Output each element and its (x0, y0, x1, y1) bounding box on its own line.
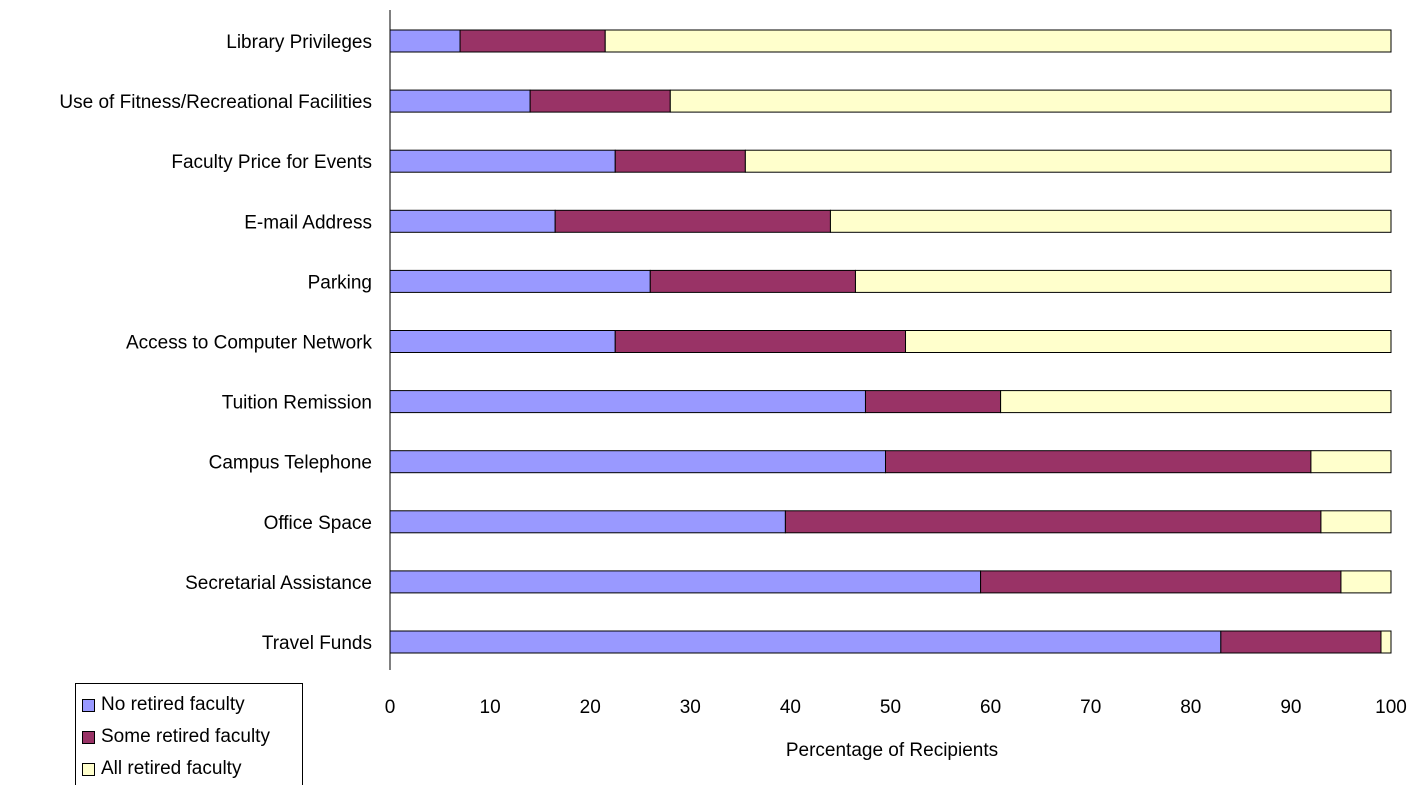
bar-segment (389, 390, 866, 414)
category-label: Faculty Price for Events (171, 152, 372, 173)
x-tick-label: 70 (1080, 697, 1101, 718)
legend-item-some-retired: Some retired faculty (82, 724, 270, 750)
bars-layer (389, 29, 1392, 654)
bar-segment (884, 450, 1312, 474)
bar-segment (905, 330, 1392, 353)
legend-label: No retired faculty (101, 694, 245, 715)
x-tick-label: 0 (385, 697, 396, 718)
bar-segment (784, 510, 1322, 534)
bar-segment (389, 89, 531, 113)
category-label: Secretarial Assistance (185, 573, 372, 594)
bar-segment (389, 630, 1222, 654)
x-tick-label: 30 (680, 697, 701, 718)
legend-label: All retired faculty (101, 758, 242, 779)
bar-segment (1340, 570, 1392, 594)
bar-segment (459, 29, 606, 53)
bar-segment (669, 89, 1392, 113)
bar-segment (854, 269, 1392, 293)
bar-segment (1000, 390, 1392, 414)
x-tick-label: 60 (980, 697, 1001, 718)
category-label: Travel Funds (262, 633, 372, 654)
bar-segment (604, 29, 1392, 53)
bar-segment (389, 29, 461, 53)
bar-segment (614, 149, 746, 173)
x-tick-label: 90 (1280, 697, 1301, 718)
category-label: Campus Telephone (209, 453, 372, 474)
bar-segment (980, 570, 1342, 594)
legend: No retired faculty Some retired faculty … (75, 683, 303, 785)
x-tick-label: 80 (1180, 697, 1201, 718)
x-tick-label: 100 (1375, 697, 1407, 718)
bar-segment (1310, 450, 1392, 474)
category-label: Parking (308, 272, 372, 293)
legend-item-all-retired: All retired faculty (82, 756, 241, 782)
bar-segment (389, 149, 616, 173)
bar-segment (1380, 630, 1392, 654)
category-label: Use of Fitness/Recreational Facilities (59, 92, 372, 113)
bar-segment (389, 510, 786, 534)
legend-swatch (82, 698, 95, 712)
bar-segment (1220, 630, 1382, 654)
legend-swatch (82, 730, 95, 744)
x-tick-label: 10 (480, 697, 501, 718)
category-label: Access to Computer Network (126, 333, 373, 354)
x-tick-label: 20 (580, 697, 601, 718)
bar-segment (389, 330, 616, 353)
legend-label: Some retired faculty (101, 726, 270, 747)
x-axis-title: Percentage of Recipients (786, 740, 998, 761)
bar-segment (389, 209, 556, 233)
category-label: E-mail Address (244, 212, 372, 233)
category-label: Office Space (264, 513, 372, 534)
bar-segment (829, 209, 1392, 233)
bar-segment (744, 149, 1392, 173)
bar-segment (389, 269, 651, 293)
x-tick-label: 50 (880, 697, 901, 718)
bar-segment (614, 330, 907, 353)
bar-segment (554, 209, 831, 233)
category-labels: Library Privileges Use of Fitness/Recreat… (59, 32, 372, 654)
bar-segment (389, 450, 886, 474)
x-tick-label: 40 (780, 697, 801, 718)
bar-segment (1320, 510, 1392, 534)
x-tick-labels: 0 10 20 30 40 50 60 70 80 90 100 (385, 697, 1407, 718)
category-label: Tuition Remission (222, 393, 372, 414)
bar-segment (389, 570, 982, 594)
bar-segment (864, 390, 1002, 414)
legend-swatch (82, 762, 95, 776)
bar-segment (649, 269, 856, 293)
bar-segment (529, 89, 671, 113)
category-label: Library Privileges (226, 32, 372, 53)
legend-item-no-retired: No retired faculty (82, 692, 245, 718)
